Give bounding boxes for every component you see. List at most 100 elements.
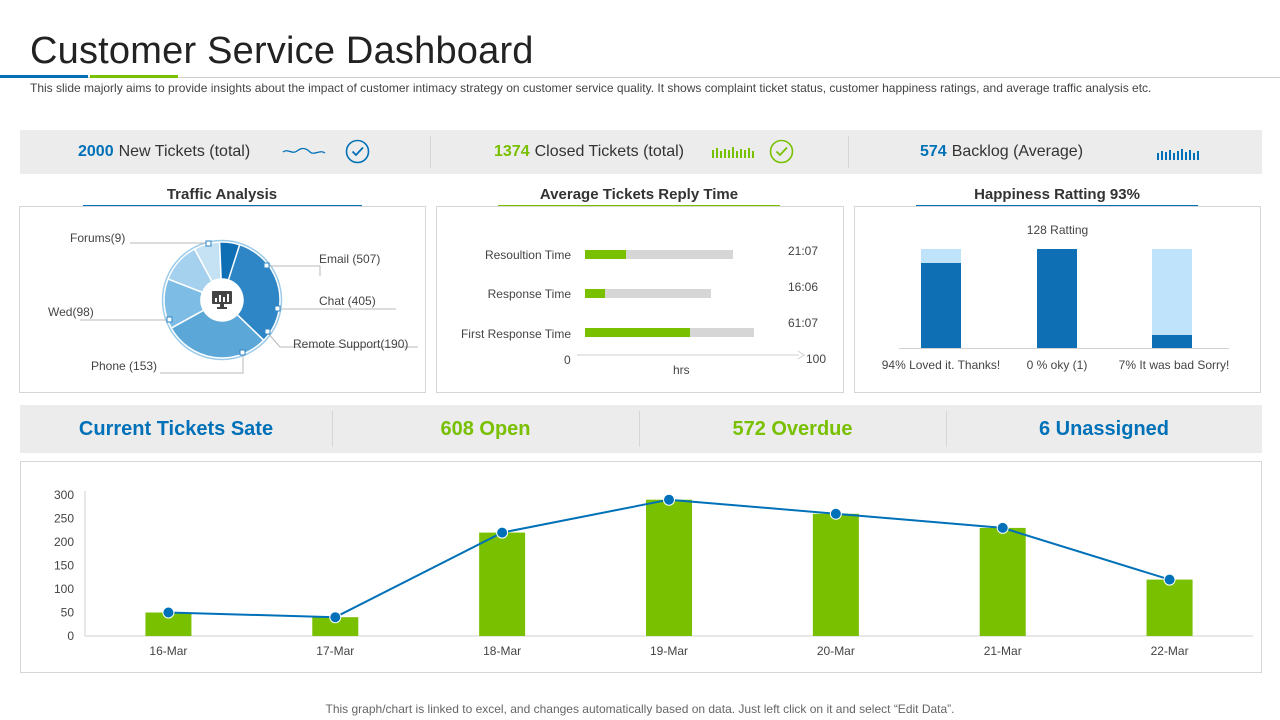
happiness-bar-fill <box>1152 335 1192 348</box>
kpi-new-tickets: 2000 New Tickets (total) <box>78 130 250 174</box>
ticket-state-label: Current Tickets Sate <box>78 417 274 440</box>
line-point <box>329 611 342 624</box>
reply-bar-track <box>585 328 754 337</box>
y-tick-label: 100 <box>54 582 74 596</box>
line-point <box>1163 573 1176 586</box>
title-accent-green <box>90 75 178 78</box>
kpi-closed-tickets-label: Closed Tickets (total) <box>534 143 684 160</box>
reply-row-label: Response Time <box>487 287 571 301</box>
traffic-label-wed: Wed(98) <box>48 305 94 319</box>
happiness-bar-label: 7% It was bad Sorry! <box>1118 358 1230 372</box>
title-accent-blue <box>0 75 88 78</box>
happiness-bar <box>1152 249 1192 348</box>
bar <box>145 612 192 636</box>
kpi-new-tickets-label: New Tickets (total) <box>118 143 251 160</box>
kpi-backlog-value: 574 <box>920 143 947 160</box>
happiness-bar-fill <box>1037 249 1077 348</box>
x-tick-label: 19-Mar <box>650 644 688 658</box>
reply-time-title: Average Tickets Reply Time <box>539 186 739 203</box>
line-point <box>829 507 842 520</box>
state-separator <box>639 411 640 447</box>
reply-time-value: 16:06 <box>788 280 819 294</box>
reply-bar-fill <box>585 250 627 259</box>
bar <box>646 499 692 636</box>
traffic-analysis-panel: Forums(9) Email (507) Chat (405) Wed(98)… <box>19 206 426 393</box>
donut-outer-ring <box>161 239 283 361</box>
happiness-bar-label: 0 % oky (1) <box>1026 358 1088 372</box>
mini-bars-icon <box>1157 149 1199 160</box>
happiness-bar-label: 94% Loved it. Thanks! <box>881 358 1001 372</box>
bar <box>1146 579 1193 636</box>
ticket-state-strip: Current Tickets Sate 608 Open 572 Overdu… <box>20 405 1262 453</box>
reply-axis-label: hrs <box>673 363 690 377</box>
traffic-label-phone: Phone (153) <box>91 359 158 373</box>
traffic-label-chat: Chat (405) <box>319 294 376 308</box>
sparkline-icon <box>282 147 326 154</box>
line-point <box>496 526 509 539</box>
y-tick-label: 0 <box>67 629 74 643</box>
kpi-backlog: 574 Backlog (Average) <box>920 130 1083 174</box>
bar <box>312 617 359 636</box>
x-tick-label: 18-Mar <box>483 644 521 658</box>
y-tick-label: 250 <box>54 512 74 526</box>
tickets-trend-chart: 300 250 200 150 100 50 0 16-Mar 17-Mar 18-Mar 19-M… <box>54 488 1253 658</box>
reply-bar-fill <box>585 289 606 298</box>
reply-axis-min: 0 <box>564 353 571 367</box>
reply-time-value: 21:07 <box>788 244 819 258</box>
check-circle-icon <box>769 139 794 164</box>
ticket-state-open: 608 Open <box>440 417 531 440</box>
traffic-label-remote-support: Remote Support(190) <box>293 337 409 351</box>
traffic-label-forums: Forums(9) <box>70 231 126 245</box>
reply-time-panel: Resoultion Time Response Time First Resp… <box>436 206 844 393</box>
x-tick-label: 20-Mar <box>817 644 855 658</box>
ticket-state-unassigned: 6 Unassigned <box>1038 417 1170 440</box>
x-tick-label: 22-Mar <box>1151 644 1189 658</box>
kpi-backlog-label: Backlog (Average) <box>951 143 1084 160</box>
reply-time-value: 61:07 <box>788 316 819 330</box>
kpi-separator <box>848 136 849 168</box>
page-subtitle: This slide majorly aims to provide insig… <box>30 81 1152 95</box>
x-tick-label: 16-Mar <box>149 644 187 658</box>
y-tick-label: 200 <box>54 535 74 549</box>
tickets-trend-chart-panel: 300 250 200 150 100 50 0 16-Mar 17-Mar 18-Mar 19-M… <box>20 461 1262 673</box>
line-point <box>663 493 675 506</box>
bar <box>812 513 859 636</box>
reply-axis-arrow <box>577 350 805 360</box>
state-separator <box>946 411 947 447</box>
reply-bar-track <box>585 250 733 259</box>
x-tick-label: 17-Mar <box>316 644 354 658</box>
bar <box>479 532 526 636</box>
y-tick-label: 150 <box>54 559 74 573</box>
reply-bar-track <box>585 289 711 298</box>
traffic-label-email: Email (507) <box>319 252 381 266</box>
happiness-baseline <box>899 348 1229 349</box>
happiness-bar <box>921 249 961 348</box>
line-point <box>162 606 175 619</box>
kpi-strip: 2000 New Tickets (total) 1374 Closed Tic… <box>20 130 1262 174</box>
ticket-state-overdue: 572 Overdue <box>732 417 853 440</box>
kpi-new-tickets-value: 2000 <box>78 143 114 160</box>
mini-bars-icon <box>712 147 754 158</box>
happiness-panel: 128 Ratting 94% Loved it. Thanks! 0 % ok… <box>854 206 1261 393</box>
traffic-donut-chart <box>80 239 418 374</box>
check-circle-icon <box>345 139 370 164</box>
y-tick-label: 300 <box>54 488 74 502</box>
kpi-closed-tickets-value: 1374 <box>494 143 530 160</box>
x-tick-label: 21-Mar <box>984 644 1022 658</box>
reply-row-label: First Response Time <box>460 327 571 341</box>
happiness-rating-count: 128 Ratting <box>1026 223 1089 237</box>
reply-row-label: Resoultion Time <box>484 248 571 262</box>
state-separator <box>332 411 333 447</box>
monitor-chart-icon <box>212 291 232 309</box>
reply-bar-fill <box>585 328 690 337</box>
reply-axis-max: 100 <box>806 352 827 366</box>
title-divider <box>0 77 1280 78</box>
kpi-closed-tickets: 1374 Closed Tickets (total) <box>494 130 684 174</box>
happiness-title: Happiness Ratting 93% <box>974 186 1140 203</box>
page-title: Customer Service Dashboard <box>30 30 534 72</box>
bar <box>979 527 1026 636</box>
line-point <box>996 521 1009 534</box>
y-tick-label: 50 <box>61 606 75 620</box>
happiness-bar-fill <box>921 262 961 348</box>
footer-note: This graph/chart is linked to excel, and… <box>325 702 955 716</box>
